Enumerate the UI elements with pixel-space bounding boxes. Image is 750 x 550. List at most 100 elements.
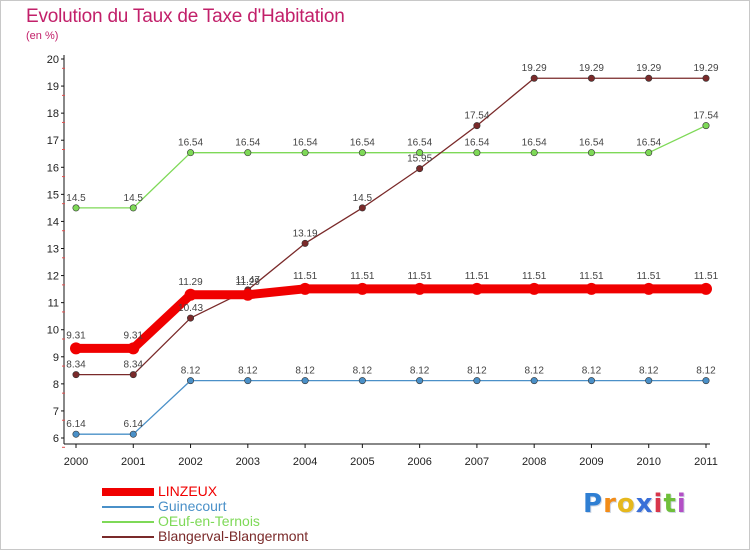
x-tick-label: 2004 [293, 456, 317, 468]
data-label-linzeux: 11.51 [522, 271, 547, 282]
data-point-blangerval-blangermont [416, 165, 424, 173]
data-point-oeuf-en-ternois [702, 122, 710, 130]
y-tick-label: 12 [47, 271, 59, 283]
data-label-oeuf-en-ternois: 14.5 [124, 193, 144, 204]
data-point-oeuf-en-ternois [301, 149, 309, 157]
series-line-oeuf-en-ternois [75, 124, 707, 209]
legend-swatch [102, 487, 154, 496]
data-point-linzeux [700, 282, 712, 295]
legend-item-guinecourt: Guinecourt [102, 499, 308, 514]
data-label-blangerval-blangermont: 19.29 [693, 63, 718, 74]
data-label-linzeux: 11.51 [350, 271, 375, 282]
x-tick-label: 2003 [236, 456, 260, 468]
data-point-linzeux [241, 288, 254, 301]
y-tick-label: 9 [53, 352, 59, 364]
legend-swatch [102, 505, 154, 508]
y-tick-label: 8 [53, 379, 59, 391]
data-point-oeuf-en-ternois [587, 149, 595, 157]
data-point-blangerval-blangermont [473, 122, 481, 130]
data-label-blangerval-blangermont: 8.34 [124, 360, 144, 371]
data-point-linzeux [585, 282, 598, 295]
data-label-oeuf-en-ternois: 16.54 [522, 138, 547, 149]
data-point-blangerval-blangermont [129, 371, 137, 379]
data-label-blangerval-blangermont: 14.5 [353, 193, 373, 204]
data-label-guinecourt: 8.12 [353, 366, 373, 377]
data-label-linzeux: 9.31 [124, 330, 144, 341]
data-point-guinecourt [72, 430, 80, 438]
x-tick-label: 2000 [64, 456, 88, 468]
data-label-blangerval-blangermont: 19.29 [522, 63, 547, 74]
logo-letter: i [676, 489, 687, 519]
data-label-guinecourt: 8.12 [295, 366, 315, 377]
proxiti-logo: Proxiti [583, 489, 687, 519]
data-label-guinecourt: 8.12 [181, 366, 201, 377]
y-tick-label: 15 [47, 189, 59, 201]
data-point-guinecourt [358, 377, 366, 385]
data-label-blangerval-blangermont: 13.19 [293, 228, 318, 239]
data-label-linzeux: 11.51 [579, 271, 604, 282]
data-label-blangerval-blangermont: 8.34 [66, 360, 86, 371]
data-label-oeuf-en-ternois: 16.54 [464, 138, 489, 149]
data-point-guinecourt [473, 377, 481, 385]
data-label-linzeux: 11.51 [293, 271, 318, 282]
logo-letter: i [653, 489, 664, 519]
y-tick-label: 20 [47, 54, 59, 66]
data-point-guinecourt [301, 377, 309, 385]
legend-swatch [102, 520, 154, 523]
data-point-linzeux [413, 282, 426, 295]
data-point-blangerval-blangermont [72, 371, 80, 379]
data-point-guinecourt [645, 377, 653, 385]
data-point-linzeux [642, 282, 655, 295]
x-tick-label: 2009 [579, 456, 603, 468]
data-point-oeuf-en-ternois [473, 149, 481, 157]
chart-title: Evolution du Taux de Taxe d'Habitation [26, 6, 345, 27]
data-label-oeuf-en-ternois: 16.54 [293, 138, 318, 149]
data-label-guinecourt: 8.12 [524, 366, 544, 377]
unit-label: (en %) [26, 30, 59, 42]
data-label-oeuf-en-ternois: 16.54 [350, 138, 375, 149]
data-label-oeuf-en-ternois: 16.54 [407, 138, 432, 149]
y-tick-label: 17 [47, 135, 59, 147]
x-tick-label: 2001 [121, 456, 145, 468]
series-lines [70, 74, 712, 438]
data-point-oeuf-en-ternois [416, 149, 424, 157]
data-labels: 6.14 6.14 8.12 8.12 8.12 8.12 8.12 8.12 8.12 8.12… [66, 63, 719, 430]
data-label-linzeux: 11.29 [236, 277, 261, 288]
data-point-linzeux [470, 282, 483, 295]
legend-label: LINZEUX [158, 483, 218, 499]
y-tick-label: 16 [47, 162, 59, 174]
data-point-linzeux [356, 282, 369, 295]
data-point-oeuf-en-ternois [530, 149, 538, 157]
data-label-blangerval-blangermont: 19.29 [636, 63, 661, 74]
data-label-oeuf-en-ternois: 14.5 [66, 193, 86, 204]
data-point-linzeux [127, 342, 140, 355]
data-label-blangerval-blangermont: 17.54 [464, 111, 489, 122]
data-point-oeuf-en-ternois [72, 204, 80, 212]
data-point-blangerval-blangermont [358, 204, 366, 212]
data-point-blangerval-blangermont [301, 239, 309, 247]
y-tick-label: 11 [48, 298, 59, 310]
data-label-blangerval-blangermont: 19.29 [579, 63, 604, 74]
y-tick-label: 6 [53, 433, 59, 445]
data-point-oeuf-en-ternois [358, 149, 366, 157]
legend-item-blangerval-blangermont: Blangerval-Blangermont [102, 529, 308, 544]
x-tick-label: 2005 [350, 456, 374, 468]
data-point-blangerval-blangermont [587, 74, 595, 82]
logo-letter: r [603, 489, 617, 519]
data-point-linzeux [70, 342, 82, 355]
data-point-blangerval-blangermont [187, 314, 195, 322]
legend-swatch [102, 535, 154, 538]
data-point-oeuf-en-ternois [244, 149, 252, 157]
data-label-guinecourt: 8.12 [582, 366, 602, 377]
data-point-guinecourt [416, 377, 424, 385]
data-label-oeuf-en-ternois: 16.54 [235, 138, 260, 149]
y-tick-label: 13 [47, 244, 59, 256]
legend-label: Blangerval-Blangermont [158, 528, 309, 544]
data-point-oeuf-en-ternois [129, 204, 137, 212]
data-label-oeuf-en-ternois: 16.54 [636, 138, 661, 149]
data-point-oeuf-en-ternois [645, 149, 653, 157]
data-label-guinecourt: 8.12 [467, 366, 487, 377]
data-point-guinecourt [702, 377, 710, 385]
data-label-linzeux: 11.29 [178, 277, 203, 288]
